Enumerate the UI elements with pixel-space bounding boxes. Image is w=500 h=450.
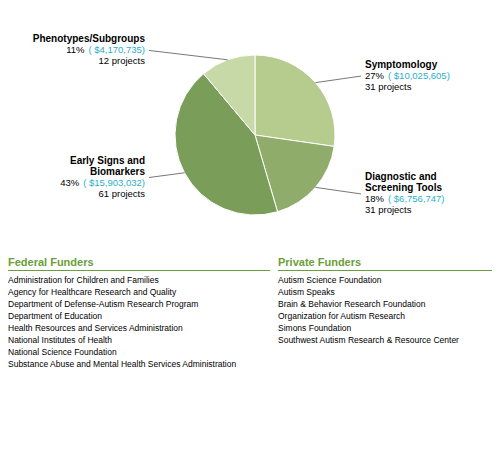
html-text:Health Resources and Services: Health Resources and Services Administra… bbox=[8, 323, 183, 333]
html-text:Private Funders: Private Funders bbox=[278, 256, 362, 268]
svg-text:43%( $15,903,032): 43%( $15,903,032) bbox=[60, 177, 145, 188]
svg-text:Symptomology: Symptomology bbox=[365, 59, 438, 70]
svg-text:11%( $4,170,735): 11%( $4,170,735) bbox=[66, 44, 145, 55]
svg-text:27%( $10,025,605): 27%( $10,025,605) bbox=[365, 70, 450, 81]
html-text:Substance Abuse and Mental Hea: Substance Abuse and Mental Health Servic… bbox=[8, 359, 237, 369]
svg-text:Diagnostic and: Diagnostic and bbox=[365, 171, 437, 182]
html-text:Federal Funders: Federal Funders bbox=[8, 256, 94, 268]
html-text:Autism Science Foundation: Autism Science Foundation bbox=[278, 275, 382, 285]
html-text:Department of Education: Department of Education bbox=[8, 311, 102, 321]
svg-text:Screening Tools: Screening Tools bbox=[365, 182, 442, 193]
html-text:National Institutes of Health: National Institutes of Health bbox=[8, 335, 112, 345]
html-text:Organization for Autism Resear: Organization for Autism Research bbox=[278, 311, 406, 321]
svg-text:61 projects: 61 projects bbox=[99, 188, 146, 199]
html-text:Simons Foundation: Simons Foundation bbox=[278, 323, 352, 333]
html-text:Department of Defense-Autism R: Department of Defense-Autism Research Pr… bbox=[8, 299, 199, 309]
html-text:Agency for Healthcare Research: Agency for Healthcare Research and Quali… bbox=[8, 287, 177, 297]
svg-text:31 projects: 31 projects bbox=[365, 81, 412, 92]
svg-text:Early Signs and: Early Signs and bbox=[70, 155, 145, 166]
svg-text:Biomarkers: Biomarkers bbox=[90, 166, 145, 177]
svg-text:12 projects: 12 projects bbox=[99, 55, 146, 66]
html-text:Autism Speaks: Autism Speaks bbox=[278, 287, 335, 297]
html-text:Administration for Children an: Administration for Children and Families bbox=[8, 275, 159, 285]
html-text:National Science Foundation: National Science Foundation bbox=[8, 347, 117, 357]
svg-text:31 projects: 31 projects bbox=[365, 204, 412, 215]
html-text:Southwest Autism Research & Re: Southwest Autism Research & Resource Cen… bbox=[278, 335, 459, 345]
html-text:Brain & Behavior Research Foun: Brain & Behavior Research Foundation bbox=[278, 299, 426, 309]
svg-text:Phenotypes/Subgroups: Phenotypes/Subgroups bbox=[33, 33, 146, 44]
svg-text:18%( $6,756,747): 18%( $6,756,747) bbox=[365, 193, 445, 204]
